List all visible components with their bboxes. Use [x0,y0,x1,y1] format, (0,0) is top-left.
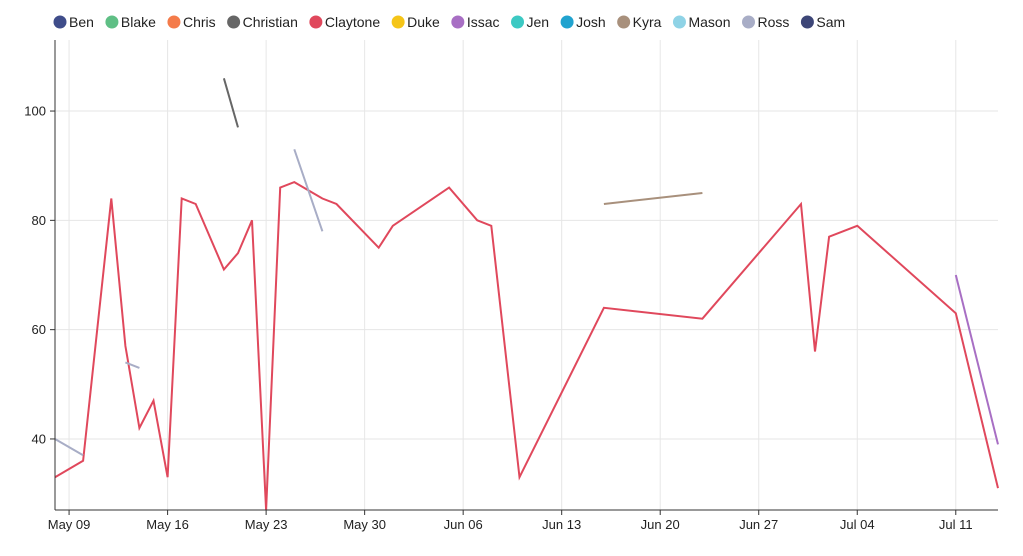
x-tick-label-jul-04: Jul 04 [840,517,875,532]
legend-swatch-blake [105,15,119,29]
gridlines [55,40,998,510]
legend: Ben Blake Chris Christian Claytone Duke Issac J… [53,14,845,30]
series-group [54,78,999,511]
legend-item-kyra[interactable]: Kyra [617,14,662,30]
legend-swatch-ben [53,15,67,29]
legend-swatch-sam [800,15,814,29]
legend-swatch-chris [167,15,181,29]
legend-label-jen: Jen [527,14,550,30]
legend-label-sam: Sam [816,14,845,30]
legend-item-ben[interactable]: Ben [53,14,94,30]
y-tick-label-60: 60 [32,322,46,337]
legend-item-sam[interactable]: Sam [800,14,845,30]
legend-label-kyra: Kyra [633,14,662,30]
legend-swatch-jen [511,15,525,29]
legend-swatch-josh [560,15,574,29]
legend-label-claytone: Claytone [325,14,380,30]
series-line-ross [54,148,324,457]
legend-item-duke[interactable]: Duke [391,14,440,30]
legend-swatch-mason [672,15,686,29]
series-line-kyra [603,192,703,205]
legend-label-duke: Duke [407,14,440,30]
x-tick-label-may-09: May 09 [48,517,91,532]
axes [54,40,998,511]
legend-swatch-claytone [309,15,323,29]
legend-item-jen[interactable]: Jen [511,14,549,30]
y-tick-label-80: 80 [32,213,46,228]
x-tick-label-jul-11: Jul 11 [939,517,973,532]
y-tick-label-40: 40 [32,431,46,446]
y-axis-ticks: 40 60 80 100 [24,104,55,446]
legend-item-ross[interactable]: Ross [742,14,789,30]
series-line-issac [954,274,999,445]
x-tick-label-may-16: May 16 [146,517,189,532]
legend-item-issac[interactable]: Issac [451,14,500,30]
legend-label-mason: Mason [688,14,730,30]
x-tick-label-jun-27: Jun 27 [739,517,778,532]
x-tick-label-may-30: May 30 [343,517,386,532]
legend-label-chris: Chris [183,14,216,30]
legend-label-blake: Blake [121,14,156,30]
legend-label-christian: Christian [243,14,298,30]
legend-label-ben: Ben [69,14,94,30]
legend-item-josh[interactable]: Josh [560,14,606,30]
series-line-christian [222,78,239,128]
legend-swatch-duke [391,15,405,29]
legend-item-christian[interactable]: Christian [227,14,298,30]
legend-swatch-ross [742,15,755,29]
legend-label-ross: Ross [758,14,790,30]
legend-item-blake[interactable]: Blake [105,14,156,30]
legend-item-chris[interactable]: Chris [167,14,216,30]
legend-item-mason[interactable]: Mason [672,14,731,30]
x-tick-label-jun-20: Jun 20 [641,517,680,532]
y-tick-label-100: 100 [24,104,46,119]
x-tick-label-may-23: May 23 [245,517,288,532]
legend-label-josh: Josh [576,14,606,30]
legend-swatch-kyra [617,15,631,29]
x-tick-label-jun-13: Jun 13 [542,517,581,532]
x-tick-label-jun-06: Jun 06 [444,517,483,532]
legend-swatch-christian [227,15,241,29]
x-axis-ticks: May 09 May 16 May 23 May 30 Jun 06 Jun 13 Jun … [48,510,973,532]
legend-item-claytone[interactable]: Claytone [309,14,380,30]
series-line-claytone [54,180,999,511]
legend-label-issac: Issac [467,14,500,30]
legend-swatch-issac [451,15,465,29]
